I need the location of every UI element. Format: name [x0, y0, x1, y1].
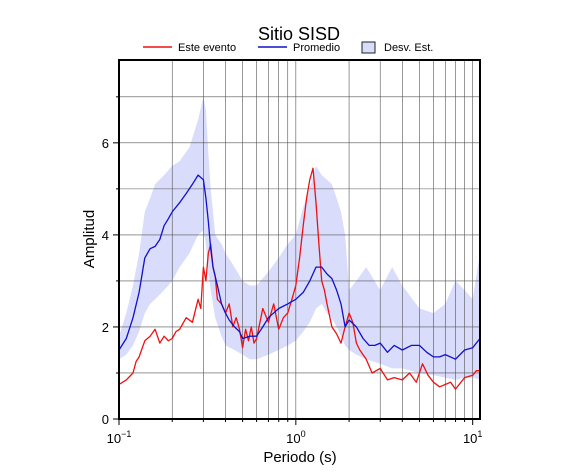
x-tick-exponent: −1	[121, 429, 131, 439]
x-axis-label: Periodo (s)	[263, 449, 336, 466]
plot-frame	[118, 59, 481, 420]
chart-title: Sitio SISD	[258, 24, 340, 44]
y-tick-label: 4	[102, 228, 109, 243]
legend-std-swatch	[361, 41, 376, 54]
x-tick-base: 10	[107, 431, 121, 446]
x-tick-base: 10	[286, 431, 300, 446]
y-tick-label: 6	[102, 136, 109, 151]
legend: Este evento Promedio Desv. Est.	[143, 41, 433, 54]
x-tick-label: 10−1	[107, 429, 132, 446]
std-band	[119, 96, 480, 380]
x-tick-exponent: 0	[301, 429, 306, 439]
std-band-layer	[119, 96, 480, 380]
x-tick-label: 101	[463, 429, 482, 446]
x-tick-exponent: 1	[477, 429, 482, 439]
line-layer	[118, 167, 481, 390]
legend-event-label: Este evento	[178, 42, 236, 54]
x-tick-base: 10	[463, 431, 477, 446]
x-tick-label: 100	[286, 429, 305, 446]
mean-line	[118, 174, 481, 360]
y-tick-label: 2	[102, 320, 109, 335]
y-axis-label: Amplitud	[81, 210, 98, 268]
legend-mean-label: Promedio	[293, 42, 340, 54]
plot-area	[118, 59, 481, 420]
legend-std-label: Desv. Est.	[384, 42, 433, 54]
y-tick-label: 0	[102, 412, 109, 427]
grid-layer	[119, 60, 480, 419]
event-line	[118, 167, 480, 390]
